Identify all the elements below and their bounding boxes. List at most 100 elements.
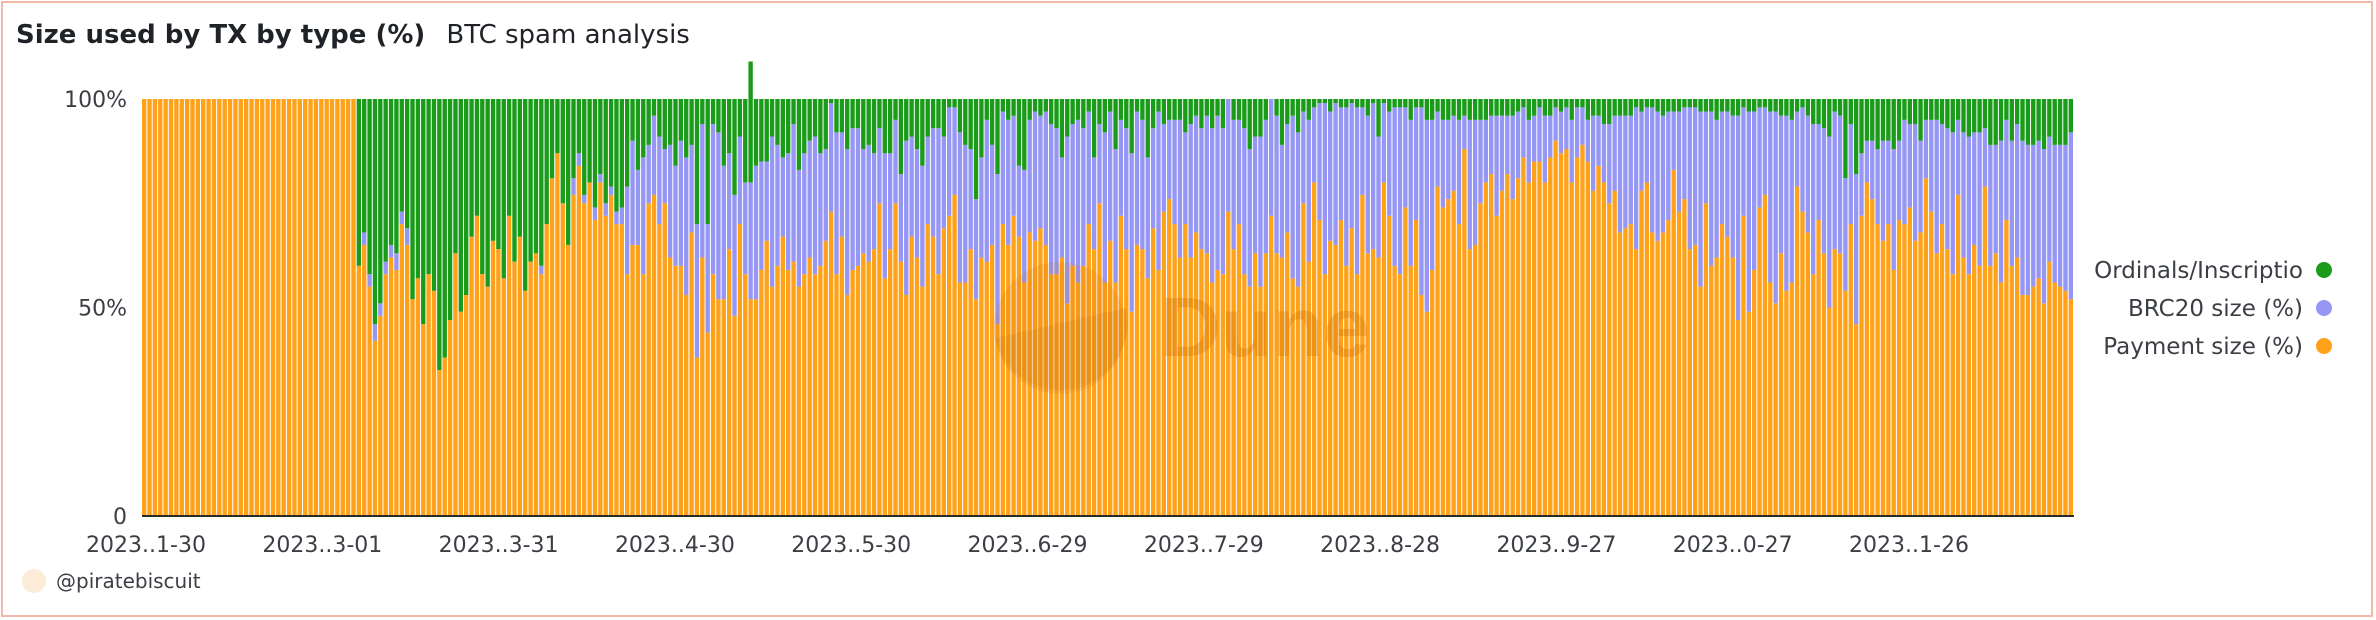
bar-segment-brc20[interactable] [1531, 115, 1537, 162]
bar-segment-payment[interactable] [335, 99, 340, 516]
bar-segment-ordinals[interactable] [930, 99, 936, 129]
bar-segment-payment[interactable] [898, 261, 904, 516]
bar-segment-brc20[interactable] [1387, 111, 1392, 216]
bar-segment-payment[interactable] [1301, 203, 1306, 516]
bar-segment-payment[interactable] [249, 99, 254, 516]
bar-segment-payment[interactable] [1285, 232, 1290, 516]
bar-segment-payment[interactable] [1038, 228, 1043, 516]
bar-segment-ordinals[interactable] [1188, 99, 1193, 125]
bar-segment-ordinals[interactable] [1430, 99, 1435, 120]
bar-segment-ordinals[interactable] [1456, 99, 1462, 120]
bar-segment-ordinals[interactable] [1827, 99, 1832, 137]
bar-segment-brc20[interactable] [957, 132, 963, 283]
bar-segment-payment[interactable] [152, 99, 158, 516]
bar-segment-brc20[interactable] [1344, 107, 1349, 266]
bar-segment-ordinals[interactable] [1607, 99, 1612, 125]
bar-segment-brc20[interactable] [603, 203, 608, 216]
bar-segment-payment[interactable] [474, 215, 480, 516]
bar-segment-ordinals[interactable] [1263, 99, 1268, 120]
bar-segment-ordinals[interactable] [549, 99, 555, 179]
bar-segment-ordinals[interactable] [963, 99, 968, 145]
bar-segment-payment[interactable] [1972, 244, 1977, 516]
bar-segment-brc20[interactable] [1102, 132, 1107, 283]
bar-segment-brc20[interactable] [775, 144, 780, 266]
bar-segment-ordinals[interactable] [1108, 99, 1113, 112]
bar-segment-payment[interactable] [726, 249, 732, 516]
bar-segment-ordinals[interactable] [2052, 99, 2057, 145]
bar-segment-ordinals[interactable] [1043, 99, 1048, 112]
bar-segment-brc20[interactable] [667, 144, 673, 258]
bar-segment-payment[interactable] [222, 99, 227, 516]
bar-segment-ordinals[interactable] [442, 99, 447, 358]
bar-segment-payment[interactable] [345, 99, 351, 516]
bar-segment-ordinals[interactable] [1424, 99, 1429, 120]
bar-segment-payment[interactable] [1022, 282, 1027, 516]
bar-segment-brc20[interactable] [1977, 132, 1982, 266]
bar-segment-payment[interactable] [807, 257, 812, 516]
bar-segment-ordinals[interactable] [426, 99, 431, 275]
bar-segment-payment[interactable] [324, 99, 329, 516]
bar-segment-payment[interactable] [356, 265, 362, 516]
bar-segment-payment[interactable] [1446, 199, 1451, 516]
bar-segment-ordinals[interactable] [1553, 99, 1558, 108]
bar-segment-ordinals[interactable] [458, 99, 463, 312]
bar-segment-brc20[interactable] [909, 136, 914, 237]
bar-segment-payment[interactable] [1349, 228, 1354, 516]
bar-segment-ordinals[interactable] [1172, 99, 1177, 120]
bar-segment-brc20[interactable] [984, 119, 989, 262]
bar-segment-brc20[interactable] [2036, 140, 2041, 279]
bar-segment-payment[interactable] [1048, 274, 1054, 516]
bar-segment-ordinals[interactable] [1006, 99, 1011, 120]
bar-segment-ordinals[interactable] [1768, 99, 1773, 112]
bar-segment-brc20[interactable] [1446, 119, 1451, 200]
bar-segment-payment[interactable] [319, 99, 324, 516]
bar-segment-payment[interactable] [1462, 149, 1467, 517]
bar-segment-brc20[interactable] [571, 178, 576, 195]
bar-segment-payment[interactable] [619, 224, 624, 516]
bar-segment-brc20[interactable] [1746, 111, 1751, 312]
bar-segment-ordinals[interactable] [1193, 99, 1199, 116]
bar-segment-brc20[interactable] [1730, 115, 1735, 258]
bar-segment-brc20[interactable] [726, 153, 732, 250]
bar-segment-payment[interactable] [1671, 169, 1676, 516]
bar-segment-payment[interactable] [1993, 253, 1998, 517]
bar-segment-brc20[interactable] [979, 157, 984, 258]
bar-segment-payment[interactable] [217, 99, 222, 516]
bar-segment-brc20[interactable] [1129, 153, 1134, 312]
bar-segment-brc20[interactable] [1843, 178, 1848, 291]
bar-segment-ordinals[interactable] [1542, 99, 1548, 116]
bar-segment-payment[interactable] [1403, 207, 1408, 517]
bar-segment-ordinals[interactable] [1725, 99, 1730, 112]
bar-segment-ordinals[interactable] [1236, 99, 1242, 120]
bar-segment-payment[interactable] [211, 99, 217, 516]
bar-segment-brc20[interactable] [1896, 140, 1902, 220]
bar-segment-ordinals[interactable] [506, 99, 512, 216]
bar-segment-ordinals[interactable] [1231, 99, 1236, 120]
bar-segment-payment[interactable] [941, 228, 946, 516]
bar-segment-ordinals[interactable] [614, 99, 619, 212]
bar-segment-brc20[interactable] [1741, 107, 1746, 216]
bar-segment-payment[interactable] [1768, 282, 1773, 516]
bar-segment-payment[interactable] [1392, 265, 1397, 516]
bar-segment-brc20[interactable] [1403, 107, 1408, 208]
bar-segment-payment[interactable] [1676, 211, 1682, 516]
bar-segment-payment[interactable] [1714, 257, 1719, 516]
bar-segment-brc20[interactable] [2052, 144, 2057, 283]
bar-segment-payment[interactable] [592, 219, 598, 516]
bar-segment-ordinals[interactable] [603, 99, 608, 204]
bar-segment-payment[interactable] [603, 215, 608, 516]
bar-segment-payment[interactable] [485, 286, 490, 516]
bar-segment-ordinals[interactable] [1966, 99, 1972, 137]
bar-segment-ordinals[interactable] [1719, 99, 1725, 112]
bar-segment-payment[interactable] [410, 299, 415, 516]
bar-segment-ordinals[interactable] [802, 99, 807, 154]
bar-segment-brc20[interactable] [1993, 144, 1998, 254]
bar-segment-payment[interactable] [378, 315, 383, 516]
legend-label[interactable]: Payment size (%) [2103, 334, 2303, 360]
bar-segment-payment[interactable] [1006, 244, 1011, 516]
bar-segment-payment[interactable] [625, 274, 630, 516]
bar-segment-ordinals[interactable] [1365, 99, 1370, 116]
bar-segment-ordinals[interactable] [818, 99, 823, 154]
bar-segment-brc20[interactable] [1301, 111, 1306, 204]
bar-segment-payment[interactable] [1011, 215, 1016, 516]
